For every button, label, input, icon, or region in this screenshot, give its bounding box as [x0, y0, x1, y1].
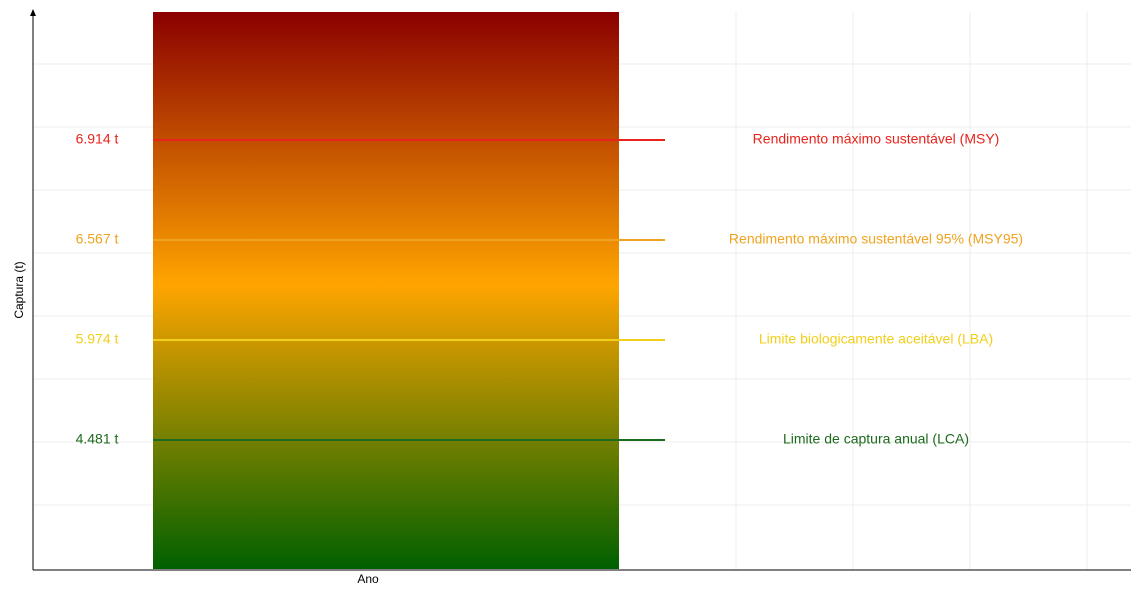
value-label: 6.914 t — [76, 131, 119, 147]
x-axis-title: Ano — [357, 572, 379, 586]
line-label: Rendimento máximo sustentável (MSY) — [753, 131, 1000, 147]
gradient-bar — [153, 12, 619, 569]
value-label: 4.481 t — [76, 431, 119, 447]
y-axis-title: Captura (t) — [12, 261, 26, 318]
line-label: Rendimento máximo sustentável 95% (MSY95… — [729, 231, 1023, 247]
line-label: Limite biologicamente aceitável (LBA) — [759, 331, 993, 347]
line-label: Limite de captura anual (LCA) — [783, 431, 969, 447]
axes — [30, 9, 1131, 571]
value-label: 6.567 t — [76, 231, 119, 247]
value-label: 5.974 t — [76, 331, 119, 347]
